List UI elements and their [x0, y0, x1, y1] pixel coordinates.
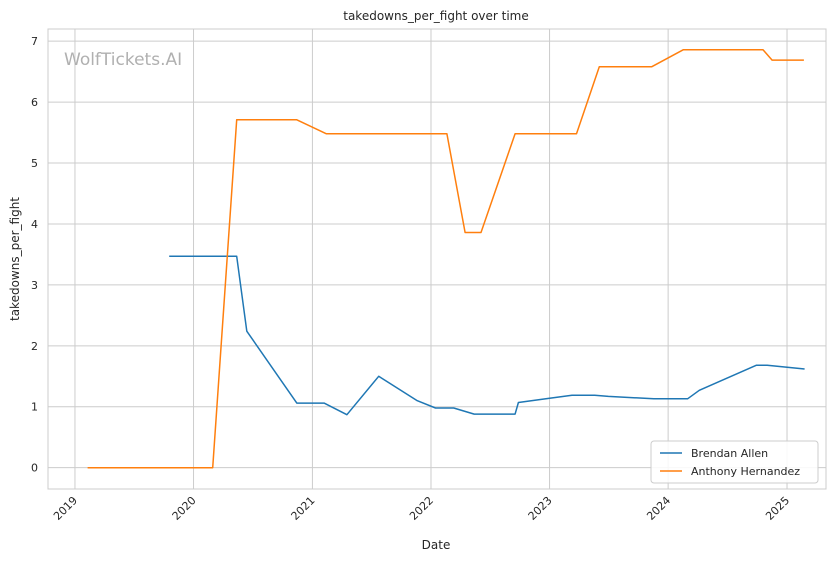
x-tick-label: 2019 — [51, 494, 80, 523]
x-tick-label: 2022 — [407, 494, 436, 523]
chart-title: takedowns_per_fight over time — [343, 9, 529, 23]
y-tick-label: 4 — [31, 218, 38, 231]
y-tick-label: 2 — [31, 340, 38, 353]
series-lines — [87, 48, 805, 469]
legend-box — [650, 440, 819, 484]
grid-lines — [48, 29, 826, 489]
x-tick-label: 2023 — [526, 494, 555, 523]
y-tick-label: 6 — [31, 96, 38, 109]
x-axis-tick-labels: 2019 2020 2021 2022 2023 2024 2025 — [51, 494, 792, 523]
legend: Brendan Allen Anthony Hernandez — [650, 440, 819, 484]
plot-frame — [47, 28, 827, 490]
y-axis-tick-labels: 0 1 2 3 4 5 6 7 — [31, 35, 38, 474]
series-line-anthony-hernandez — [87, 48, 804, 469]
x-axis-title: Date — [422, 538, 451, 552]
x-tick-label: 2024 — [644, 494, 673, 523]
x-tick-label: 2021 — [289, 494, 318, 523]
y-tick-label: 5 — [31, 157, 38, 170]
x-tick-label: 2020 — [170, 494, 199, 523]
y-tick-label: 0 — [31, 462, 38, 475]
plot-background — [48, 29, 826, 489]
watermark: WolfTickets.AI — [64, 50, 182, 70]
x-tick-label: 2025 — [763, 494, 792, 523]
legend-label-anthony-hernandez: Anthony Hernandez — [691, 465, 800, 478]
y-tick-label: 1 — [31, 401, 38, 414]
series-line-brendan-allen — [169, 255, 805, 416]
y-axis-title: takedowns_per_fight — [8, 197, 22, 321]
y-tick-label: 3 — [31, 279, 38, 292]
y-tick-label: 7 — [31, 35, 38, 48]
legend-label-brendan-allen: Brendan Allen — [691, 447, 768, 460]
